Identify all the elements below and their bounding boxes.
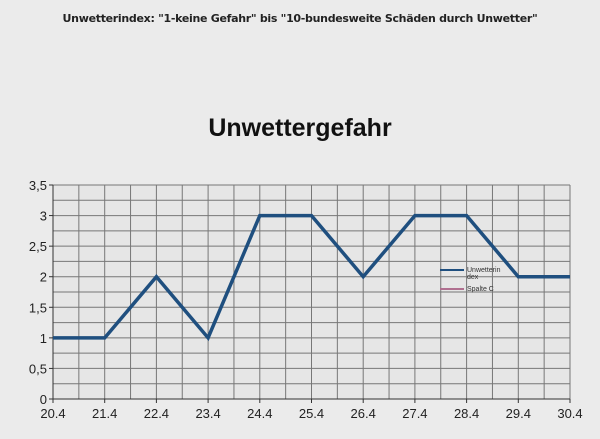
chart-subtitle: Unwetterindex: "1-keine Gefahr" bis "10-… [62,12,538,25]
x-tick-label: 22.4 [144,406,169,421]
x-tick-label: 27.4 [402,406,427,421]
x-tick-label: 24.4 [247,406,272,421]
x-tick-label: 23.4 [195,406,220,421]
y-tick-label: 0,5 [29,361,47,376]
legend-label: Unwetterin dex [467,267,501,281]
y-tick-label: 1,5 [29,300,47,315]
x-tick-label: 28.4 [454,406,479,421]
x-tick-label: 29.4 [506,406,531,421]
y-tick-label: 0 [40,392,47,407]
y-tick-label: 2 [40,270,47,285]
x-tick-label: 30.4 [557,406,582,421]
x-tick-label: 21.4 [92,406,117,421]
y-tick-label: 2,5 [29,239,47,254]
x-tick-label: 20.4 [40,406,65,421]
y-tick-label: 3,5 [29,178,47,193]
y-tick-label: 3 [40,209,47,224]
x-tick-label: 26.4 [351,406,376,421]
chart-title: Unwettergefahr [208,114,392,142]
legend-label: Spalte C [467,286,494,293]
y-tick-label: 1 [40,331,47,346]
x-tick-label: 25.4 [299,406,324,421]
